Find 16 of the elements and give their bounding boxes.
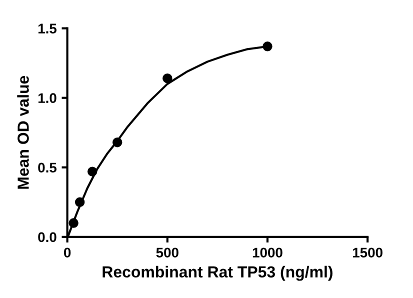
y-tick-label: 0.0 — [38, 232, 56, 242]
y-axis-title: Mean OD value — [17, 76, 29, 189]
point — [68, 218, 78, 228]
y-tick-label: 1.0 — [38, 93, 56, 104]
y-tick-label: 1.5 — [38, 24, 57, 34]
point — [162, 74, 172, 84]
x-tick-label: 500 — [156, 248, 178, 258]
x-axis-title: Recombinant Rat TP53 (ng/ml) — [102, 266, 332, 281]
x-tick-label: 1500 — [353, 248, 382, 258]
point — [87, 166, 98, 176]
point — [112, 137, 122, 148]
x-tick-label: 0 — [64, 248, 71, 258]
point — [74, 197, 85, 208]
y-tick-label: 0.5 — [38, 162, 57, 173]
point — [262, 42, 272, 52]
x-tick-label: 1000 — [252, 248, 282, 258]
